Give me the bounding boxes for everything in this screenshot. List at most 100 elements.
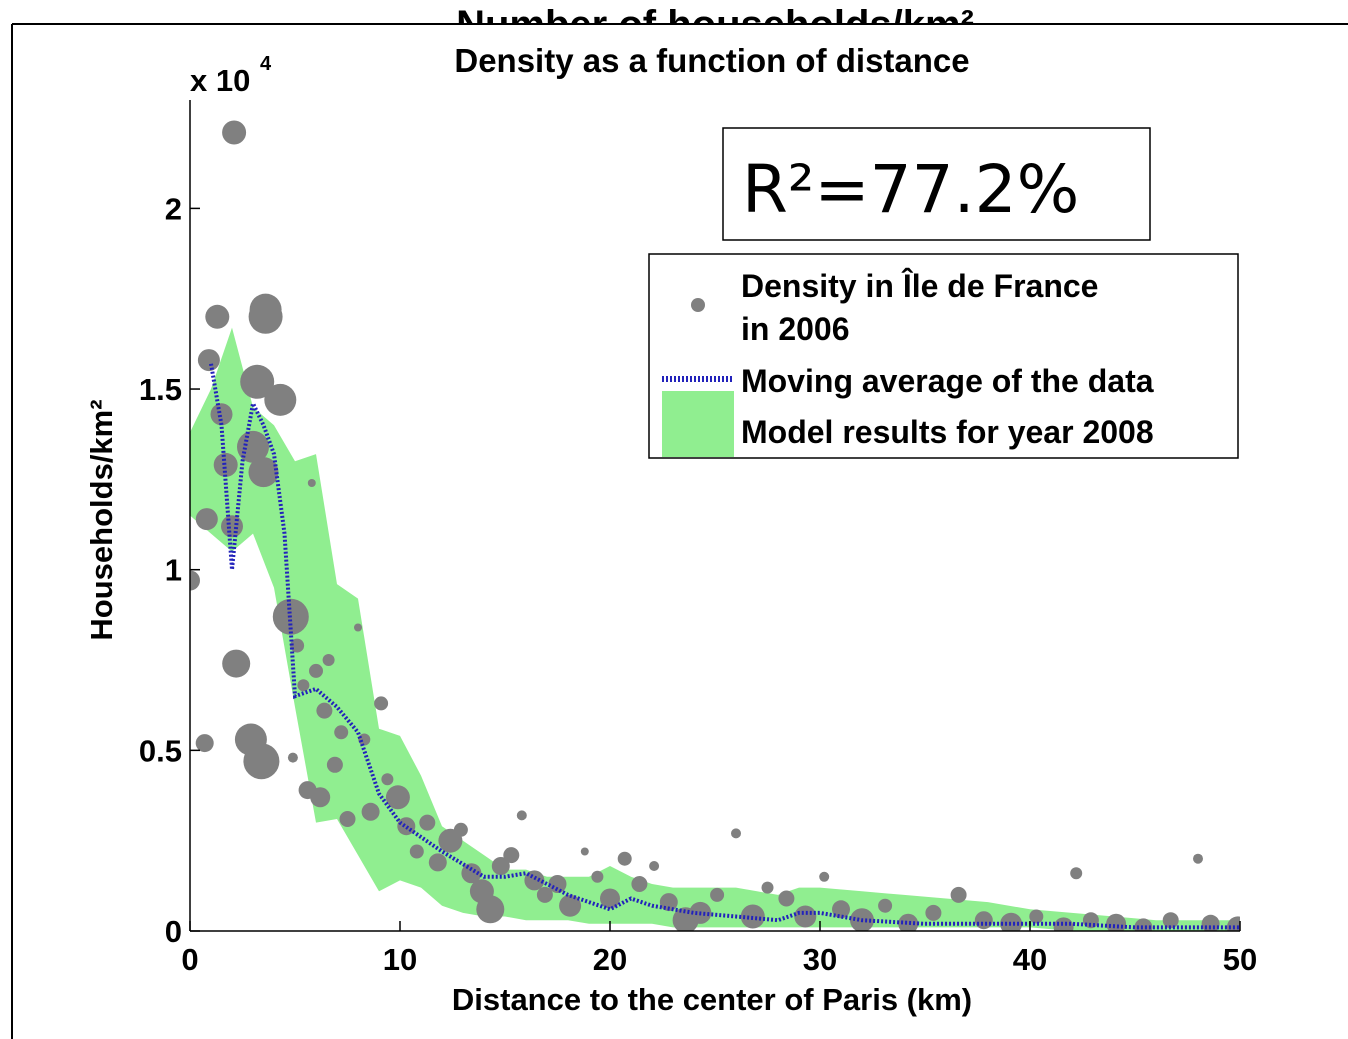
scatter-point-28 (326, 756, 343, 773)
scatter-point-85 (1201, 914, 1220, 931)
scatter-point-45 (476, 895, 505, 924)
scatter-point-79 (1070, 867, 1083, 880)
scatter-point-31 (354, 623, 362, 632)
scatter-point-76 (1000, 912, 1023, 931)
legend-label-density: Density in Île de France (741, 268, 1098, 304)
legend-band-swatch (662, 391, 734, 457)
y-tick-label-1.5: 1.5 (139, 372, 182, 407)
y-tick-label-0: 0 (165, 914, 182, 949)
legend: Density in Île de France in 2006 Moving … (648, 253, 1239, 459)
scatter-point-2 (195, 508, 218, 531)
scatter-point-47 (503, 847, 520, 864)
scatter-point-49 (524, 870, 545, 891)
scatter-point-35 (381, 773, 394, 786)
scatter-point-14 (248, 457, 279, 488)
scatter-point-72 (898, 913, 919, 931)
y-axis-label: Households/km² (84, 399, 119, 640)
x-tick-label-0: 0 (181, 942, 198, 977)
x-tick-label-20: 20 (593, 942, 627, 977)
y-multiplier-base: x 10 (190, 63, 250, 98)
scatter-point-13 (243, 743, 280, 780)
scatter-point-71 (878, 898, 893, 913)
y-tick-label-2: 2 (165, 191, 182, 226)
scatter-point-68 (819, 871, 830, 882)
x-tick-label-30: 30 (803, 942, 837, 977)
scatter-point-42 (453, 822, 468, 837)
r2-box (722, 127, 1151, 241)
scatter-point-54 (591, 870, 604, 883)
scatter-point-62 (710, 887, 725, 902)
y-multiplier: x 10 4 (190, 53, 272, 98)
scatter-point-38 (409, 844, 424, 859)
scatter-point-84 (1193, 853, 1203, 864)
scatter-point-56 (617, 851, 632, 866)
scatter-point-17 (264, 383, 297, 416)
scatter-point-74 (950, 886, 967, 903)
scatter-point-77 (1029, 909, 1044, 924)
scatter-point-58 (649, 861, 660, 871)
scatter-point-23 (307, 479, 316, 487)
scatter-point-4 (205, 304, 230, 329)
scatter-point-65 (761, 881, 774, 894)
scatter-point-27 (322, 654, 335, 666)
scatter-point-34 (374, 696, 389, 711)
scatter-point-36 (385, 785, 410, 810)
r2-annotation: R²=77.2% (722, 127, 1151, 241)
scatter-point-8 (222, 120, 247, 145)
scatter-point-16 (248, 299, 283, 334)
scatter-point-3 (197, 349, 220, 372)
legend-label-model: Model results for year 2008 (741, 414, 1154, 450)
x-axis-label: Distance to the center of Paris (km) (452, 982, 972, 1017)
x-tick-label-50: 50 (1223, 942, 1257, 977)
legend-point-swatch (691, 298, 705, 312)
banner-title: Number of households/km² (456, 3, 974, 47)
scatter-point-7 (221, 515, 243, 538)
scatter-point-39 (419, 814, 436, 831)
scatter-point-0 (190, 570, 200, 591)
y-multiplier-exponent: 4 (260, 53, 272, 75)
moving-average-line (209, 363, 1240, 930)
scatter-layer (190, 120, 1240, 931)
scatter-point-46 (491, 857, 510, 875)
moving-average-layer (209, 363, 1240, 930)
scatter-point-32 (358, 733, 371, 746)
banner-title-region: Number of households/km² (456, 3, 974, 47)
scatter-point-50 (536, 886, 553, 903)
scatter-point-63 (731, 828, 741, 839)
legend-label-density-year: in 2006 (741, 311, 850, 347)
scatter-point-30 (339, 811, 356, 827)
scatter-point-6 (213, 452, 238, 477)
scatter-point-12 (240, 364, 275, 399)
scatter-point-66 (778, 890, 795, 907)
y-tick-label-0.5: 0.5 (139, 733, 182, 768)
scatter-point-53 (580, 847, 589, 856)
scatter-point-73 (925, 904, 942, 921)
scatter-point-9 (222, 649, 251, 678)
legend-box (648, 253, 1239, 459)
scatter-point-11 (237, 430, 269, 463)
scatter-point-69 (832, 900, 850, 919)
scatter-point-83 (1162, 912, 1179, 929)
scatter-point-1 (195, 734, 214, 753)
scatter-point-55 (600, 888, 620, 909)
scatter-point-40 (428, 853, 447, 872)
scatter-point-33 (361, 802, 380, 821)
scatter-point-25 (310, 787, 331, 808)
r2-text: R²=77.2% (742, 151, 1079, 228)
legend-label-moving-average: Moving average of the data (741, 363, 1154, 399)
scatter-point-21 (297, 679, 310, 692)
scatter-point-5 (210, 403, 233, 426)
ticks-layer: 0 10 20 30 40 50 0 0.5 1 1.5 2 (139, 191, 1257, 977)
scatter-point-75 (974, 911, 993, 930)
scatter-point-48 (516, 810, 527, 821)
y-tick-label-1: 1 (165, 553, 182, 588)
scatter-point-67 (794, 905, 817, 928)
scatter-point-24 (309, 663, 323, 678)
scatter-point-29 (334, 725, 349, 740)
scatter-point-78 (1053, 917, 1074, 931)
scatter-point-19 (287, 752, 298, 763)
scatter-point-57 (631, 876, 648, 892)
chart-title: Density as a function of distance (454, 42, 969, 79)
x-tick-label-10: 10 (383, 942, 417, 977)
